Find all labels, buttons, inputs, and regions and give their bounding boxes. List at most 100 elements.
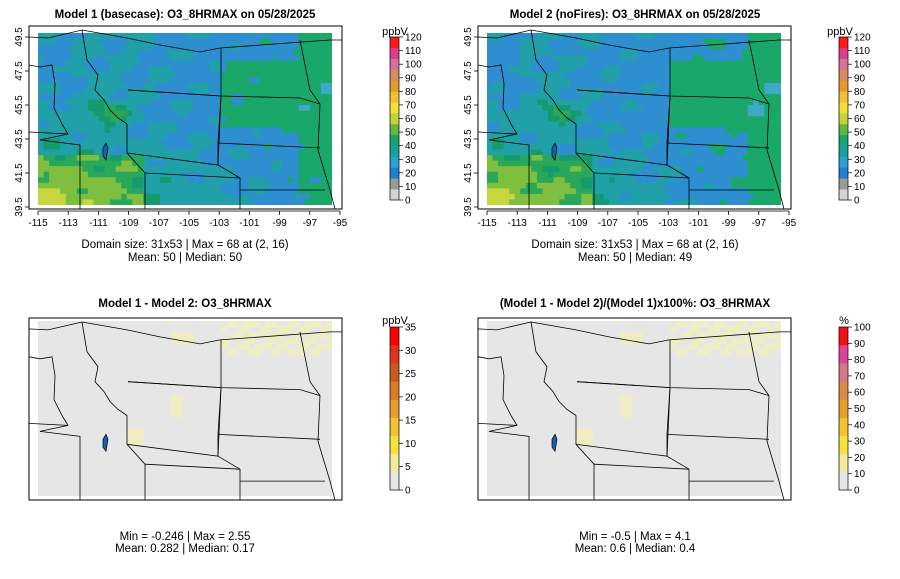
heat-cell — [714, 193, 721, 200]
heat-cell — [553, 155, 560, 162]
heat-cell — [221, 110, 228, 117]
heat-cell — [259, 127, 266, 134]
heat-cell — [221, 121, 228, 128]
heat-cell — [564, 188, 571, 195]
heat-cell — [559, 160, 566, 167]
heat-cell — [703, 71, 710, 78]
heat-cell — [115, 199, 122, 205]
heat-cell — [714, 182, 721, 189]
heat-cell — [243, 199, 250, 205]
heat-cell — [99, 60, 105, 67]
heat-cell — [104, 127, 111, 134]
heat-cell — [625, 155, 632, 162]
heat-cell — [93, 94, 100, 100]
heat-cell — [708, 88, 715, 95]
heat-cell — [320, 88, 327, 95]
heat-cell — [209, 193, 216, 200]
heat-cell — [115, 171, 122, 178]
heat-cell — [503, 199, 510, 205]
colorbar-segment — [390, 435, 399, 455]
heat-cell — [609, 160, 615, 167]
heat-cell — [597, 193, 604, 200]
heat-cell — [742, 60, 749, 67]
heat-cell — [221, 127, 228, 134]
heat-cell — [686, 121, 693, 128]
heat-cell — [320, 155, 327, 162]
heat-cell — [597, 38, 604, 45]
heat-cell — [503, 71, 510, 78]
heat-cell — [536, 44, 543, 51]
heat-cell — [575, 66, 582, 73]
heat-cell — [719, 38, 726, 45]
heat-cell — [769, 121, 776, 128]
diff-cell — [304, 343, 311, 350]
heat-cell — [121, 71, 128, 78]
heat-cell — [182, 193, 189, 200]
heat-cell — [110, 38, 117, 45]
heat-cell — [609, 105, 615, 112]
heat-cell — [171, 177, 178, 184]
heat-cell — [99, 177, 105, 184]
heat-cell — [742, 33, 749, 39]
heat-cell — [742, 188, 749, 195]
heat-cell — [775, 116, 781, 123]
heat-cell — [93, 55, 100, 62]
heat-cell — [575, 55, 582, 62]
heat-cell — [581, 82, 588, 89]
heat-cell — [664, 171, 671, 178]
colorbar-tick-label: 80 — [854, 355, 866, 366]
heat-cell — [670, 143, 677, 150]
heat-cell — [564, 82, 571, 89]
heat-cell — [653, 143, 660, 150]
state-border — [127, 381, 321, 396]
heat-cell — [54, 171, 61, 178]
heat-cell — [564, 121, 571, 128]
heat-cell — [232, 143, 239, 150]
heat-cell — [559, 182, 566, 189]
heat-cell — [104, 155, 111, 162]
heat-cell — [703, 105, 710, 112]
heat-cell — [586, 49, 593, 56]
heat-cell — [675, 132, 682, 139]
heat-cell — [304, 155, 311, 162]
heat-cell — [775, 44, 781, 51]
heat-cell — [265, 60, 272, 67]
heat-cell — [586, 199, 593, 205]
heat-cell — [87, 171, 94, 178]
heat-cell — [703, 99, 710, 106]
heat-cell — [764, 60, 771, 67]
heat-cell — [304, 121, 311, 128]
heat-cell — [165, 171, 172, 178]
heat-cell — [564, 116, 571, 123]
heat-cell — [592, 127, 599, 134]
heat-cell — [686, 199, 693, 205]
heat-cell — [614, 177, 621, 184]
heat-cell — [254, 149, 261, 156]
heat-cell — [259, 82, 266, 89]
heat-cell — [298, 66, 305, 73]
heat-cell — [326, 38, 332, 45]
heat-cell — [775, 88, 781, 95]
heat-cell — [193, 143, 200, 150]
heat-cell — [148, 149, 155, 156]
heat-cell — [769, 71, 776, 78]
heat-cell — [642, 66, 649, 73]
heat-cell — [298, 199, 305, 205]
heat-cell — [708, 193, 715, 200]
heat-cell — [315, 127, 322, 134]
heat-cell — [104, 160, 111, 167]
heat-cell — [232, 71, 239, 78]
heat-cell — [653, 77, 660, 84]
heat-cell — [714, 99, 721, 106]
y-tick-label: 45.5 — [14, 95, 25, 115]
heat-cell — [575, 155, 582, 162]
heat-cell — [731, 55, 738, 62]
heat-cell — [736, 193, 743, 200]
heat-cell — [769, 88, 776, 95]
heat-cell — [215, 116, 222, 123]
heat-cell — [76, 77, 83, 84]
heat-cell — [221, 82, 228, 89]
diff-cell — [320, 343, 327, 350]
diff-cell — [719, 321, 726, 328]
heat-cell — [49, 49, 56, 56]
